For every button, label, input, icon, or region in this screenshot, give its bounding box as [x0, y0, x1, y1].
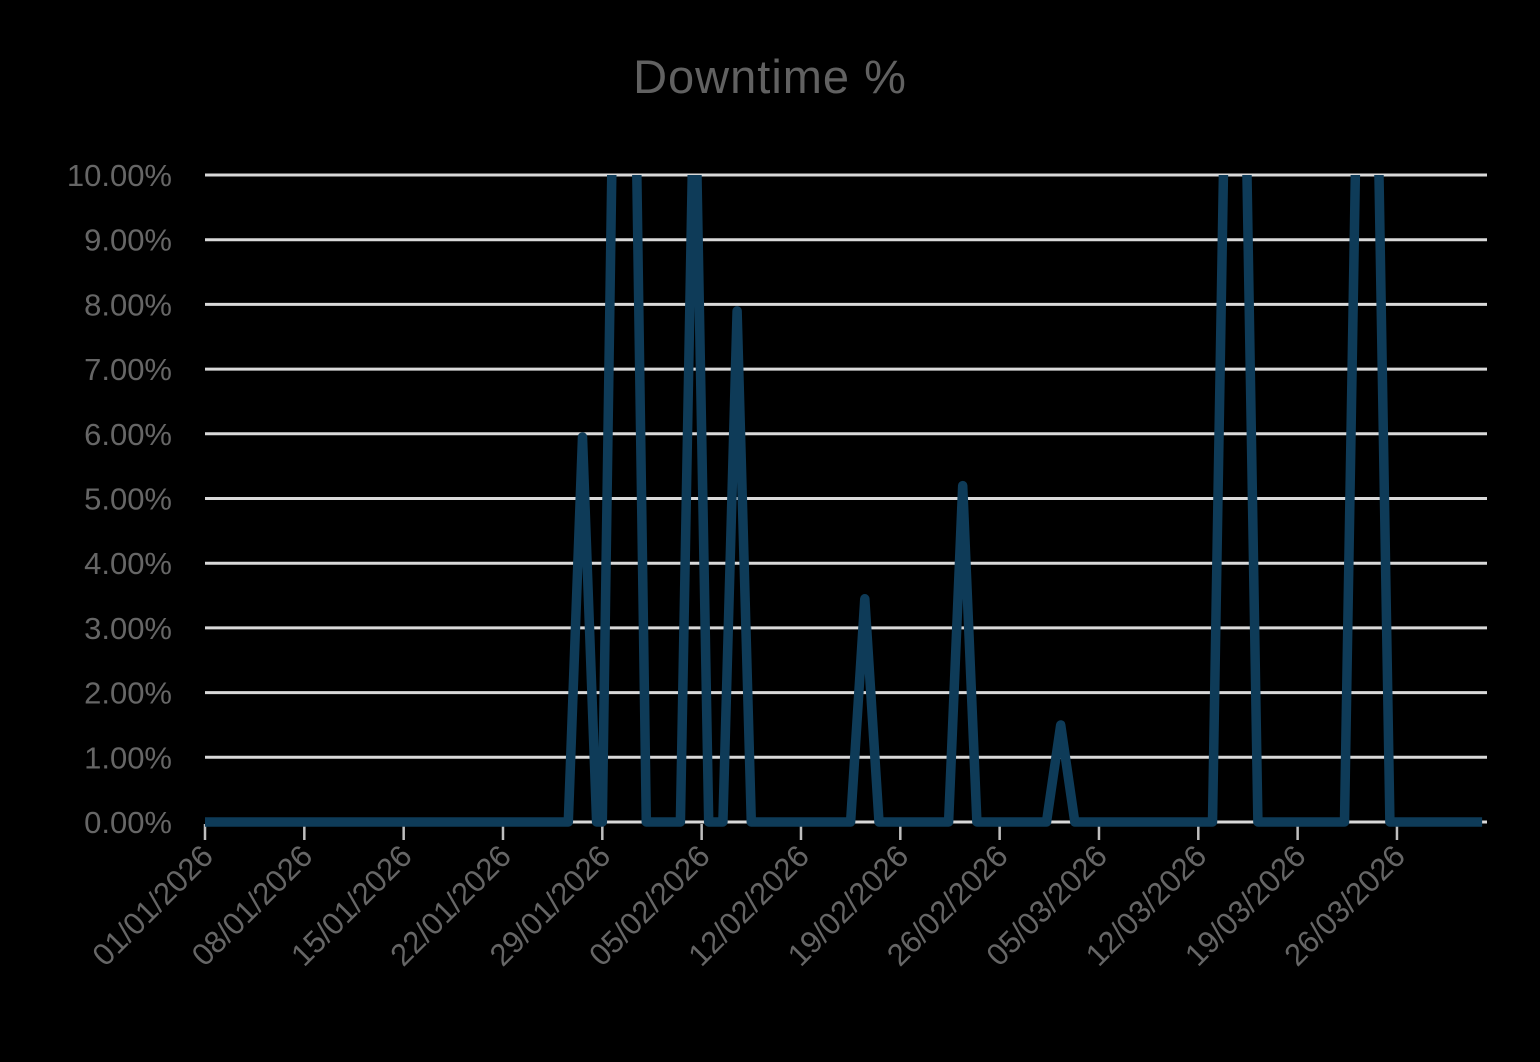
y-axis-label: 2.00% — [84, 676, 172, 711]
y-axis-label: 6.00% — [84, 417, 172, 452]
y-axis-label: 8.00% — [84, 287, 172, 322]
y-axis-label: 3.00% — [84, 611, 172, 646]
y-axis-label: 7.00% — [84, 352, 172, 387]
downtime-line — [205, 175, 1483, 827]
y-axis-label: 10.00% — [67, 158, 172, 193]
y-axis-label: 4.00% — [84, 546, 172, 581]
chart-title: Downtime % — [633, 50, 907, 103]
y-axis-labels: 0.00% 1.00% 2.00% 3.00% 4.00% 5.00% 6.00% 7.00%… — [67, 158, 172, 840]
downtime-series-line — [205, 175, 1483, 827]
y-axis-label: 0.00% — [84, 805, 172, 840]
y-axis-label: 9.00% — [84, 223, 172, 258]
y-axis-label: 1.00% — [84, 740, 172, 775]
y-axis-label: 5.00% — [84, 482, 172, 517]
x-axis-labels: 01/01/202608/01/202615/01/202622/01/2026… — [85, 838, 1411, 972]
gridlines — [205, 173, 1487, 824]
